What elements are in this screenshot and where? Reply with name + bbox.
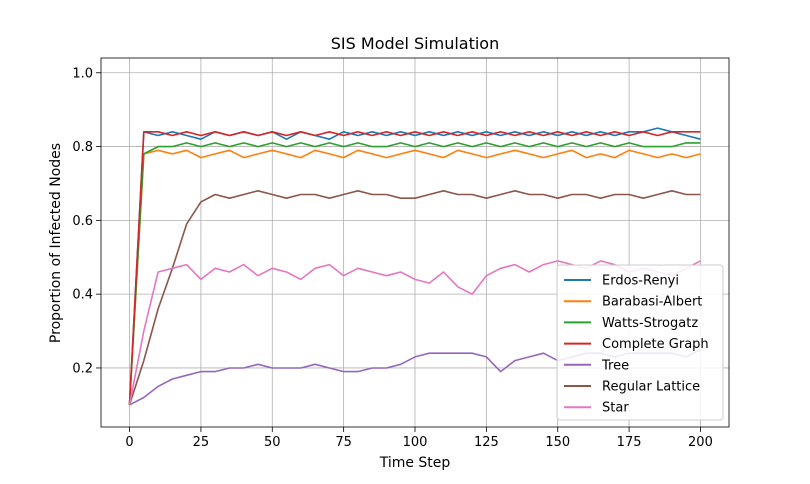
y-tick-label: 0.6 [72, 214, 93, 229]
chart-title: SIS Model Simulation [331, 34, 499, 53]
legend-label-erdos-renyi: Erdos-Renyi [602, 274, 679, 289]
legend-label-complete-graph: Complete Graph [602, 337, 709, 352]
legend-box [556, 264, 724, 421]
legend: Erdos-Renyi Barabasi-Albert Watts-Strogatz… [556, 264, 724, 421]
legend-label-tree: Tree [601, 358, 629, 373]
series-line-watts-strogatz [128, 142, 701, 405]
x-tick-label: 0 [125, 435, 133, 450]
series-lines [128, 127, 701, 406]
series-line-complete-graph [128, 131, 701, 405]
y-axis-label: Proportion of Infected Nodes [48, 143, 64, 343]
y-tick-label: 0.8 [72, 140, 93, 155]
legend-label-star: Star [602, 401, 629, 416]
x-tick-label: 200 [688, 435, 713, 450]
x-tick-label: 25 [193, 435, 210, 450]
y-tick-label: 1.0 [72, 66, 93, 81]
legend-label-watts-strogatz: Watts-Strogatz [602, 316, 698, 331]
axes: 0 25 50 75 100 125 150 175 200 0.2 0.4 0.6 0.8 1.0 [72, 57, 730, 450]
series-line-barabasi-albert [128, 149, 701, 405]
y-tick-label: 0.4 [72, 288, 93, 303]
series-line-regular-lattice [128, 190, 701, 406]
y-tick-label: 0.2 [72, 361, 93, 376]
x-tick-label: 100 [403, 435, 428, 450]
series-line-star [128, 260, 701, 406]
x-tick-label: 75 [335, 435, 352, 450]
x-tick-label: 150 [545, 435, 570, 450]
plot-frame [100, 57, 730, 428]
x-tick-label: 50 [264, 435, 281, 450]
x-tick-label: 175 [617, 435, 642, 450]
x-tick-label: 125 [474, 435, 499, 450]
x-axis-label: Time Step [379, 455, 451, 471]
legend-label-barabasi-albert: Barabasi-Albert [602, 295, 702, 310]
legend-label-regular-lattice: Regular Lattice [602, 380, 700, 395]
